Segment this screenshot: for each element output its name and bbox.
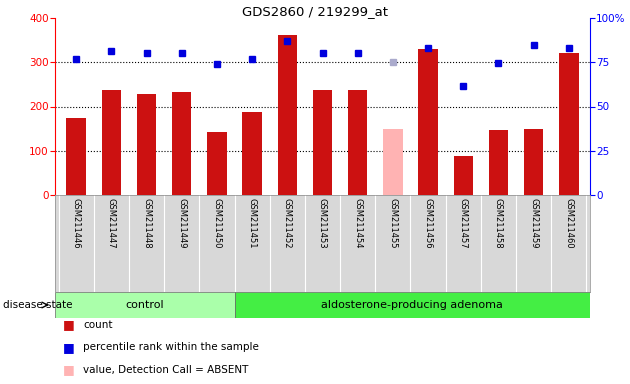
Text: aldosterone-producing adenoma: aldosterone-producing adenoma [321, 300, 503, 310]
Text: ■: ■ [63, 341, 75, 354]
Text: count: count [83, 320, 113, 330]
Text: GSM211460: GSM211460 [564, 198, 573, 248]
Bar [55, 292, 234, 318]
Bar [66, 118, 86, 195]
Text: GSM211447: GSM211447 [107, 198, 116, 248]
Text: percentile rank within the sample: percentile rank within the sample [83, 342, 259, 352]
Text: GSM211453: GSM211453 [318, 198, 327, 248]
Text: GDS2860 / 219299_at: GDS2860 / 219299_at [242, 5, 388, 18]
Bar [207, 132, 227, 195]
Text: value, Detection Call = ABSENT: value, Detection Call = ABSENT [83, 364, 248, 374]
Bar [559, 53, 578, 195]
Text: GSM211446: GSM211446 [72, 198, 81, 248]
Text: GSM211455: GSM211455 [388, 198, 398, 248]
Text: GSM211449: GSM211449 [177, 198, 186, 248]
Bar [172, 92, 192, 195]
Bar [278, 35, 297, 195]
Text: GSM211448: GSM211448 [142, 198, 151, 248]
Bar [418, 49, 438, 195]
Text: ■: ■ [63, 318, 75, 331]
Bar [313, 90, 332, 195]
Text: disease state: disease state [3, 300, 72, 310]
Text: GSM211456: GSM211456 [423, 198, 433, 248]
Text: GSM211451: GSM211451 [248, 198, 256, 248]
Bar [454, 156, 473, 195]
Bar [243, 112, 262, 195]
Bar [234, 292, 590, 318]
Text: GSM211458: GSM211458 [494, 198, 503, 248]
Bar [101, 90, 121, 195]
Bar [348, 90, 367, 195]
Bar [524, 129, 543, 195]
Bar [489, 129, 508, 195]
Text: control: control [125, 300, 164, 310]
Bar [383, 129, 403, 195]
Text: GSM211452: GSM211452 [283, 198, 292, 248]
Bar [137, 94, 156, 195]
Text: GSM211450: GSM211450 [212, 198, 221, 248]
Text: GSM211457: GSM211457 [459, 198, 468, 248]
Text: GSM211454: GSM211454 [353, 198, 362, 248]
Text: ■: ■ [63, 363, 75, 376]
Text: GSM211459: GSM211459 [529, 198, 538, 248]
